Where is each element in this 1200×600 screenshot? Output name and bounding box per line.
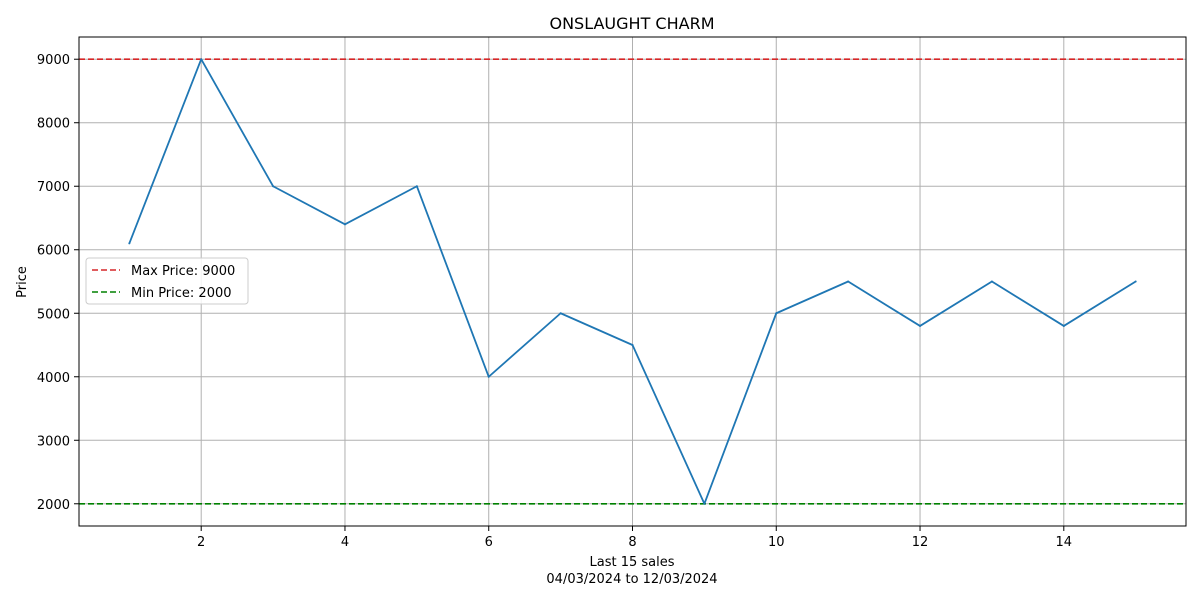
y-tick-label: 6000 — [37, 244, 70, 259]
price-point — [1062, 324, 1065, 327]
legend-label: Min Price: 2000 — [131, 286, 232, 301]
y-tick-label: 8000 — [37, 117, 70, 132]
price-point — [415, 185, 418, 188]
price-point — [990, 280, 993, 283]
grid — [79, 37, 1186, 526]
price-point — [272, 185, 275, 188]
y-tick-label: 5000 — [37, 307, 70, 322]
price-point — [1134, 280, 1137, 283]
price-point — [775, 312, 778, 315]
legend: Max Price: 9000 Min Price: 2000 — [85, 257, 249, 305]
price-point — [919, 324, 922, 327]
price-point — [200, 58, 203, 61]
x-tick-label: 2 — [197, 535, 205, 550]
y-tick-label: 7000 — [37, 180, 70, 195]
legend-label: Max Price: 9000 — [131, 264, 235, 279]
series-layer — [128, 58, 1137, 505]
price-point — [631, 344, 634, 347]
x-tick-label: 10 — [768, 535, 785, 550]
y-tick-label: 4000 — [37, 371, 70, 386]
price-point — [559, 312, 562, 315]
x-tick-label: 12 — [912, 535, 929, 550]
price-point — [343, 223, 346, 226]
y-tick-label: 9000 — [37, 53, 70, 68]
y-axis: 2000 3000 4000 5000 6000 7000 8000 9000 — [37, 53, 79, 513]
x-tick-label: 6 — [485, 535, 493, 550]
x-axis-sublabel: 04/03/2024 to 12/03/2024 — [546, 572, 717, 587]
chart-title: ONSLAUGHT CHARM — [549, 14, 714, 33]
price-point — [703, 502, 706, 505]
price-point — [128, 242, 131, 245]
price-point — [487, 375, 490, 378]
y-tick-label: 2000 — [37, 498, 70, 513]
price-point — [847, 280, 850, 283]
x-tick-label: 4 — [341, 535, 349, 550]
x-axis: 2 4 6 8 10 12 14 — [197, 526, 1072, 550]
y-axis-label: Price — [15, 266, 30, 298]
y-tick-label: 3000 — [37, 434, 70, 449]
x-tick-label: 8 — [628, 535, 636, 550]
x-tick-label: 14 — [1056, 535, 1073, 550]
x-axis-label: Last 15 sales — [589, 555, 674, 570]
reference-lines — [79, 58, 1186, 505]
legend-box — [85, 257, 249, 305]
